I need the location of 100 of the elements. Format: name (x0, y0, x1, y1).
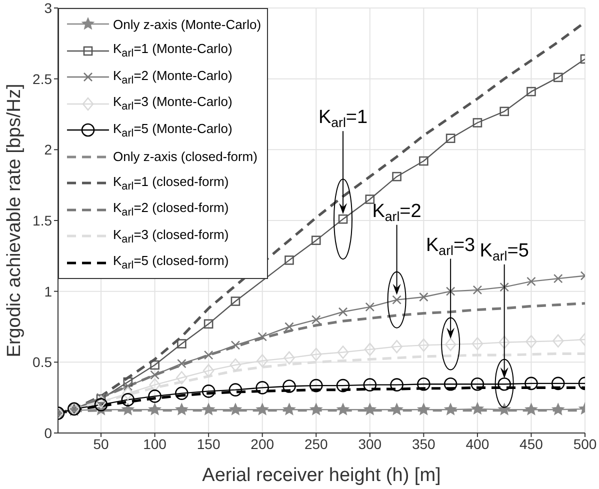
y-tick-label: 0.5 (32, 354, 52, 370)
point (390, 403, 403, 415)
point (472, 337, 484, 350)
y-tick-label: 1.5 (32, 212, 52, 228)
point (177, 339, 186, 348)
point (177, 358, 186, 368)
x-tick-label: 100 (143, 436, 167, 452)
x-tick-label: 200 (250, 436, 274, 452)
point (229, 403, 242, 415)
x-tick-label: 250 (304, 436, 328, 452)
point (230, 358, 242, 372)
point (338, 214, 348, 224)
point (204, 319, 214, 329)
point (365, 194, 375, 204)
point (553, 72, 563, 82)
point (175, 386, 188, 400)
point (418, 403, 430, 415)
point (204, 350, 214, 360)
point (256, 354, 268, 368)
legend-label: Only z-axis (Monte-Carlo) (113, 16, 262, 32)
point (148, 390, 162, 403)
point (392, 295, 402, 304)
point (526, 276, 536, 286)
legend-label: K$_{arl}$=2 (Monte-Carlo) (113, 68, 232, 87)
point (150, 370, 160, 380)
x-tick-label: 300 (358, 436, 382, 452)
y-tick-label: 2 (44, 142, 52, 158)
point (94, 398, 108, 412)
point (446, 134, 456, 143)
x-axis-title: Aerial receiver height (h) [m] (202, 465, 441, 486)
x-tick-label: 350 (412, 436, 436, 452)
point (498, 336, 510, 349)
legend-label: K$_{arl}$=3 (closed-form) (113, 226, 229, 246)
point (498, 403, 510, 415)
point (419, 292, 428, 302)
annotation: K$_{arl}$=2 (372, 200, 422, 224)
annotation: K$_{arl}$=3 (426, 234, 476, 258)
point (310, 403, 322, 415)
point (472, 285, 482, 295)
point (122, 403, 134, 415)
point (364, 342, 376, 356)
point (122, 386, 134, 400)
point (446, 286, 456, 296)
x-tick-label: 400 (466, 436, 490, 452)
point (337, 346, 349, 359)
legend-label: K$_{arl}$=5 (Monte-Carlo) (113, 120, 232, 140)
point (311, 315, 321, 324)
point (390, 378, 404, 392)
point (419, 156, 428, 166)
y-tick-label: 2.5 (32, 70, 52, 87)
point (553, 274, 563, 284)
point (123, 377, 133, 387)
legend-label: K$_{arl}$=1 (Monte-Carlo) (113, 41, 232, 60)
x-tick-label: 150 (196, 436, 220, 452)
point (526, 334, 537, 348)
point (121, 393, 135, 406)
point (391, 340, 402, 354)
y-tick-label: 1 (44, 283, 52, 300)
point (363, 378, 377, 392)
point (310, 348, 322, 362)
point (256, 381, 269, 394)
x-tick-label: 450 (520, 436, 544, 452)
point (444, 377, 458, 391)
point (365, 302, 375, 312)
point (336, 378, 350, 392)
point (148, 403, 161, 415)
point (526, 86, 536, 96)
point (444, 403, 457, 415)
point (258, 332, 267, 342)
annotation: K$_{arl}$=5 (480, 240, 529, 264)
point (470, 377, 484, 391)
point (284, 351, 295, 365)
point (228, 383, 242, 396)
y-axis-title: Ergodic achievable rate [bps/Hz] (4, 84, 25, 358)
legend-label: K$_{arl}$=5 (closed-form) (113, 253, 229, 272)
legend-label: K$_{arl}$=1 (closed-form) (113, 174, 229, 193)
point (309, 378, 323, 392)
point (202, 403, 215, 415)
point (500, 106, 509, 116)
point (149, 378, 160, 392)
point (336, 403, 350, 415)
legend-label: K$_{arl}$=2 (closed-form) (113, 200, 229, 220)
point (256, 403, 268, 415)
point (123, 382, 133, 391)
point (230, 340, 240, 350)
x-tick-label: 50 (93, 436, 110, 452)
point (472, 118, 482, 128)
point (202, 364, 214, 378)
legend-label: K$_{arl}$=3 (Monte-Carlo) (113, 94, 232, 114)
point (284, 256, 294, 265)
point (364, 403, 376, 415)
point (202, 384, 216, 398)
point (311, 236, 321, 245)
point (418, 338, 430, 352)
legend-label: Only z-axis (closed-form) (113, 149, 258, 164)
point (552, 403, 564, 415)
point (284, 322, 294, 332)
point (283, 403, 296, 415)
point (230, 296, 240, 306)
point (150, 360, 160, 370)
